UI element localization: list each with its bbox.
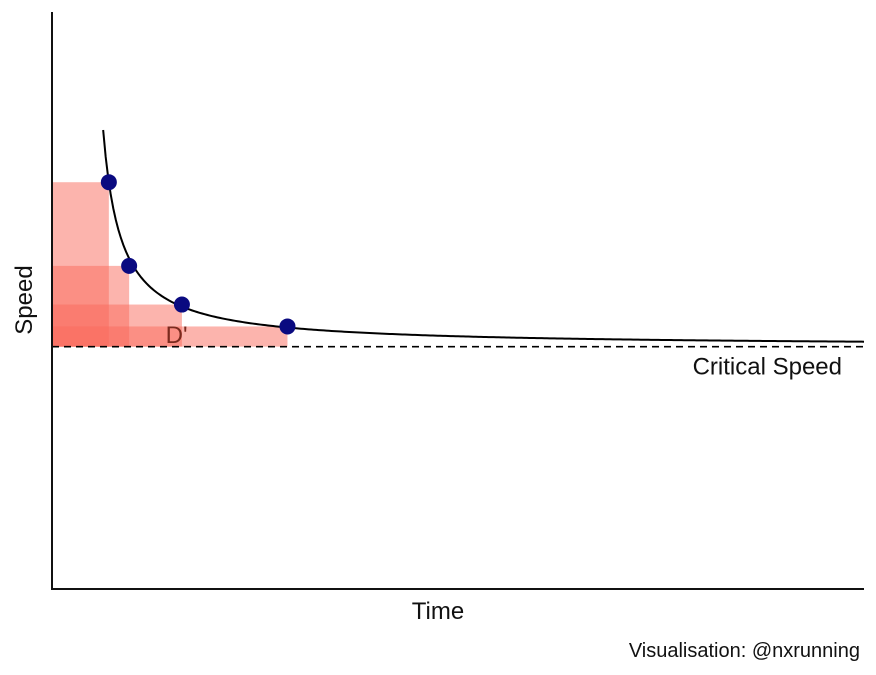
d-prime-area-4	[52, 326, 288, 347]
y-axis-label: Speed	[11, 265, 38, 335]
speed-duration-curve	[102, 129, 864, 343]
critical-speed-label: Critical Speed	[693, 354, 842, 381]
d-prime-areas	[52, 182, 288, 347]
effort-points	[100, 174, 296, 335]
d-prime-label: D'	[166, 322, 188, 349]
effort-point-1	[100, 174, 117, 191]
x-axis-label: Time	[411, 598, 465, 625]
effort-point-4	[279, 318, 296, 335]
caption: Visualisation: @nxrunning	[628, 640, 860, 662]
effort-point-2	[121, 257, 138, 274]
effort-point-3	[173, 296, 190, 313]
